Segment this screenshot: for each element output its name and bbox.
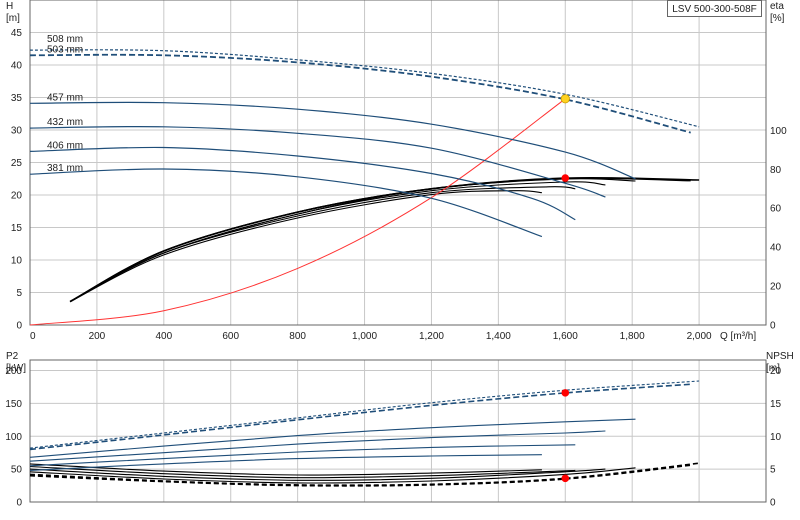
power-curve	[29, 454, 542, 471]
x-tick-label: 2,000	[687, 331, 712, 342]
x-axis-label: Q [m³/h]	[720, 331, 756, 342]
y-left-tick-label: 0	[16, 321, 22, 332]
x-tick-label: 1,200	[419, 331, 444, 342]
impeller-diameter-label: 503 mm	[47, 44, 83, 55]
p2-tick-label: 100	[5, 432, 22, 443]
y-left-tick-label: 20	[11, 191, 23, 202]
p2-tick-label: 150	[5, 399, 22, 410]
head-curve	[29, 168, 543, 238]
npsh-curve	[29, 467, 636, 484]
p2-tick-label: 200	[5, 366, 22, 377]
npsh-curve	[29, 465, 576, 479]
impeller-diameter-label: 432 mm	[47, 117, 83, 128]
y-right-axis-unit: [%]	[770, 13, 785, 24]
npsh-tick-label: 10	[770, 432, 782, 443]
y-right-tick-label: 40	[770, 243, 782, 254]
y-left-tick-label: 35	[11, 93, 23, 104]
x-tick-label: 200	[89, 331, 106, 342]
npsh-curve	[29, 468, 606, 481]
npsh-curve	[29, 463, 542, 476]
p2-axis-unit: [kW]	[6, 363, 26, 374]
efficiency-curve	[69, 186, 576, 303]
impeller-diameter-label: 508 mm	[47, 34, 83, 45]
y-left-axis-unit: [m]	[6, 13, 20, 24]
npsh-tick-label: 5	[770, 465, 776, 476]
p2-tick-label: 0	[16, 498, 22, 509]
y-left-tick-label: 15	[11, 223, 23, 234]
power-curve	[29, 418, 636, 458]
npsh-tick-label: 20	[770, 366, 782, 377]
head-curve	[29, 101, 636, 180]
npsh-axis-unit: [m]	[766, 363, 780, 374]
impeller-diameter-label: 457 mm	[47, 92, 83, 103]
x-tick-label: 1,800	[620, 331, 645, 342]
y-left-axis-label: H	[6, 1, 13, 12]
head-curve	[29, 53, 691, 134]
power-curve	[29, 383, 691, 451]
y-right-tick-label: 100	[770, 126, 787, 137]
y-right-tick-label: 80	[770, 165, 782, 176]
efficiency-duty-point	[561, 174, 570, 182]
model-label: LSV 500-300-508F	[667, 0, 762, 17]
p2-axis-label: P2	[6, 351, 19, 362]
x-tick-label: 600	[222, 331, 239, 342]
y-left-tick-label: 45	[11, 28, 23, 39]
power-curve	[29, 444, 576, 467]
y-right-tick-label: 0	[770, 321, 776, 332]
head-duty-point	[560, 94, 570, 104]
y-left-tick-label: 40	[11, 61, 23, 72]
x-tick-label: 400	[155, 331, 172, 342]
bottom-plot-frame	[29, 359, 767, 503]
npsh-duty-point	[561, 474, 570, 483]
x-tick-label: 1,000	[352, 331, 377, 342]
power-duty-point	[561, 389, 570, 397]
efficiency-curve	[69, 190, 542, 303]
power-curve	[29, 380, 700, 449]
y-right-tick-label: 20	[770, 282, 782, 293]
npsh-axis-label: NPSH	[766, 351, 794, 362]
head-curve	[29, 49, 700, 128]
npsh-tick-label: 0	[770, 498, 776, 509]
impeller-diameter-label: 406 mm	[47, 140, 83, 151]
y-right-tick-label: 60	[770, 204, 782, 215]
system-curve	[29, 98, 566, 326]
power-curve	[29, 430, 606, 462]
head-curve	[29, 146, 576, 221]
impeller-diameter-label: 381 mm	[47, 163, 83, 174]
y-left-tick-label: 5	[16, 288, 22, 299]
x-tick-label: 1,400	[486, 331, 511, 342]
y-right-axis-label: eta	[770, 1, 784, 12]
x-tick-label: 800	[289, 331, 306, 342]
top-plot-frame	[29, 0, 767, 326]
bottom-plot-area	[30, 360, 766, 502]
p2-tick-label: 50	[11, 465, 23, 476]
y-left-tick-label: 30	[11, 126, 23, 137]
y-left-tick-label: 25	[11, 158, 23, 169]
head-curve	[29, 125, 606, 198]
y-left-tick-label: 10	[11, 256, 23, 267]
x-tick-label: 0	[30, 331, 36, 342]
x-tick-label: 1,600	[553, 331, 578, 342]
npsh-tick-label: 15	[770, 399, 782, 410]
